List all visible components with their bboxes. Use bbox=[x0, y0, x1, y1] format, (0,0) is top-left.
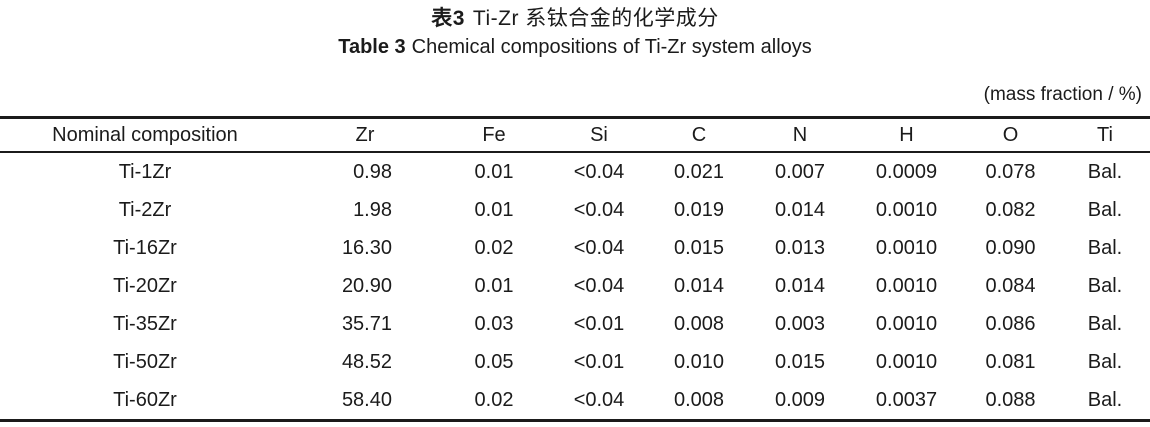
value-cell: 0.01 bbox=[474, 198, 514, 221]
value-cell: 0.013 bbox=[774, 236, 826, 259]
value-cell: 0.009 bbox=[774, 388, 826, 411]
composition-table: Nominal composition Zr Fe Si C N H O Ti Ti-1Zr 0.… bbox=[0, 116, 1150, 422]
value-cell: 0.0010 bbox=[875, 312, 938, 335]
table-row: Ti-50Zr 48.52 0.05 <0.01 0.010 0.015 0.0010 0.0… bbox=[0, 343, 1150, 381]
value-cell: 0.02 bbox=[474, 388, 514, 411]
value-cell: <0.01 bbox=[573, 350, 625, 373]
value-cell: 0.0010 bbox=[875, 274, 938, 297]
value-cell: 0.98 bbox=[353, 160, 392, 183]
value-cell: 0.05 bbox=[474, 350, 514, 373]
alloy-name-cell: Ti-60Zr bbox=[113, 388, 177, 411]
value-cell: 0.088 bbox=[985, 388, 1036, 411]
table-row: Ti-2Zr 1.98 0.01 <0.04 0.019 0.014 0.0010 0.082… bbox=[0, 191, 1150, 229]
value-cell: Bal. bbox=[1087, 160, 1123, 183]
table-caption-en: Table 3 Chemical compositions of Ti-Zr sy… bbox=[0, 34, 1150, 60]
value-cell: 0.019 bbox=[673, 198, 725, 221]
value-cell: 0.081 bbox=[985, 350, 1036, 373]
value-cell: 0.084 bbox=[985, 274, 1036, 297]
value-cell: 0.0010 bbox=[875, 350, 938, 373]
table-caption-en-text: Chemical compositions of Ti-Zr system al… bbox=[411, 36, 812, 58]
value-cell: <0.04 bbox=[573, 236, 625, 259]
value-cell: 0.003 bbox=[774, 312, 826, 335]
table-row: Ti-35Zr 35.71 0.03 <0.01 0.008 0.003 0.0010 0.0… bbox=[0, 305, 1150, 343]
alloy-name-cell: Ti-1Zr bbox=[118, 160, 172, 183]
value-cell: 20.90 bbox=[341, 274, 392, 297]
table-row: Ti-1Zr 0.98 0.01 <0.04 0.021 0.007 0.0009 0.078… bbox=[0, 152, 1150, 191]
value-cell: 0.021 bbox=[673, 160, 725, 183]
value-cell: 0.007 bbox=[774, 160, 826, 183]
alloy-name-cell: Ti-35Zr bbox=[113, 312, 177, 335]
column-header-c: C bbox=[650, 117, 748, 153]
column-header-fe: Fe bbox=[440, 117, 548, 153]
column-header-n: N bbox=[748, 117, 852, 153]
value-cell: 0.008 bbox=[673, 388, 725, 411]
column-header-nominal-composition: Nominal composition bbox=[0, 117, 290, 153]
alloy-name-cell: Ti-2Zr bbox=[118, 198, 172, 221]
value-cell: 16.30 bbox=[341, 236, 392, 259]
alloy-name-cell: Ti-50Zr bbox=[113, 350, 177, 373]
value-cell: 0.014 bbox=[774, 198, 826, 221]
value-cell: <0.04 bbox=[573, 160, 625, 183]
value-cell: 48.52 bbox=[341, 350, 392, 373]
value-cell: 0.082 bbox=[985, 198, 1036, 221]
column-header-zr: Zr bbox=[290, 117, 440, 153]
value-cell: <0.04 bbox=[573, 388, 625, 411]
value-cell: 0.008 bbox=[673, 312, 725, 335]
unit-note: (mass fraction / %) bbox=[983, 84, 1142, 105]
table-caption-zh-number: 表3 bbox=[431, 7, 465, 30]
value-cell: 0.03 bbox=[474, 312, 514, 335]
value-cell: 0.01 bbox=[474, 160, 514, 183]
value-cell: 0.014 bbox=[673, 274, 725, 297]
value-cell: Bal. bbox=[1087, 312, 1123, 335]
table-body: Ti-1Zr 0.98 0.01 <0.04 0.021 0.007 0.0009 0.078… bbox=[0, 152, 1150, 421]
alloy-name-cell: Ti-20Zr bbox=[113, 274, 177, 297]
table-caption-zh-text: Ti-Zr 系钛合金的化学成分 bbox=[472, 7, 719, 30]
table-header: Nominal composition Zr Fe Si C N H O Ti bbox=[0, 117, 1150, 153]
value-cell: Bal. bbox=[1087, 198, 1123, 221]
value-cell: 0.0037 bbox=[875, 388, 938, 411]
table-row: Ti-60Zr 58.40 0.02 <0.04 0.008 0.009 0.0037 0.0… bbox=[0, 381, 1150, 421]
table-caption-en-number: Table 3 bbox=[338, 36, 406, 58]
column-header-h: H bbox=[852, 117, 961, 153]
value-cell: <0.01 bbox=[573, 312, 625, 335]
alloy-name-cell: Ti-16Zr bbox=[113, 236, 177, 259]
value-cell: 35.71 bbox=[341, 312, 392, 335]
value-cell: 58.40 bbox=[341, 388, 392, 411]
value-cell: 0.015 bbox=[774, 350, 826, 373]
value-cell: 0.01 bbox=[474, 274, 514, 297]
value-cell: 0.014 bbox=[774, 274, 826, 297]
value-cell: Bal. bbox=[1087, 350, 1123, 373]
table-caption-zh: 表3 Ti-Zr 系钛合金的化学成分 bbox=[0, 0, 1150, 32]
value-cell: Bal. bbox=[1087, 236, 1123, 259]
value-cell: <0.04 bbox=[573, 198, 625, 221]
value-cell: Bal. bbox=[1087, 274, 1123, 297]
value-cell: 0.0009 bbox=[875, 160, 938, 183]
value-cell: 0.078 bbox=[985, 160, 1036, 183]
value-cell: 0.02 bbox=[474, 236, 514, 259]
column-header-ti: Ti bbox=[1060, 117, 1150, 153]
header-row: Nominal composition Zr Fe Si C N H O Ti bbox=[0, 117, 1150, 153]
value-cell: 0.010 bbox=[673, 350, 725, 373]
value-cell: 0.0010 bbox=[875, 198, 938, 221]
column-header-si: Si bbox=[548, 117, 650, 153]
value-cell: 0.015 bbox=[673, 236, 725, 259]
value-cell: <0.04 bbox=[573, 274, 625, 297]
value-cell: 0.0010 bbox=[875, 236, 938, 259]
value-cell: Bal. bbox=[1087, 388, 1123, 411]
value-cell: 1.98 bbox=[353, 198, 392, 221]
value-cell: 0.086 bbox=[985, 312, 1036, 335]
column-header-o: O bbox=[961, 117, 1060, 153]
value-cell: 0.090 bbox=[985, 236, 1036, 259]
table-row: Ti-20Zr 20.90 0.01 <0.04 0.014 0.014 0.0010 0.0… bbox=[0, 267, 1150, 305]
table-row: Ti-16Zr 16.30 0.02 <0.04 0.015 0.013 0.0010 0.0… bbox=[0, 229, 1150, 267]
